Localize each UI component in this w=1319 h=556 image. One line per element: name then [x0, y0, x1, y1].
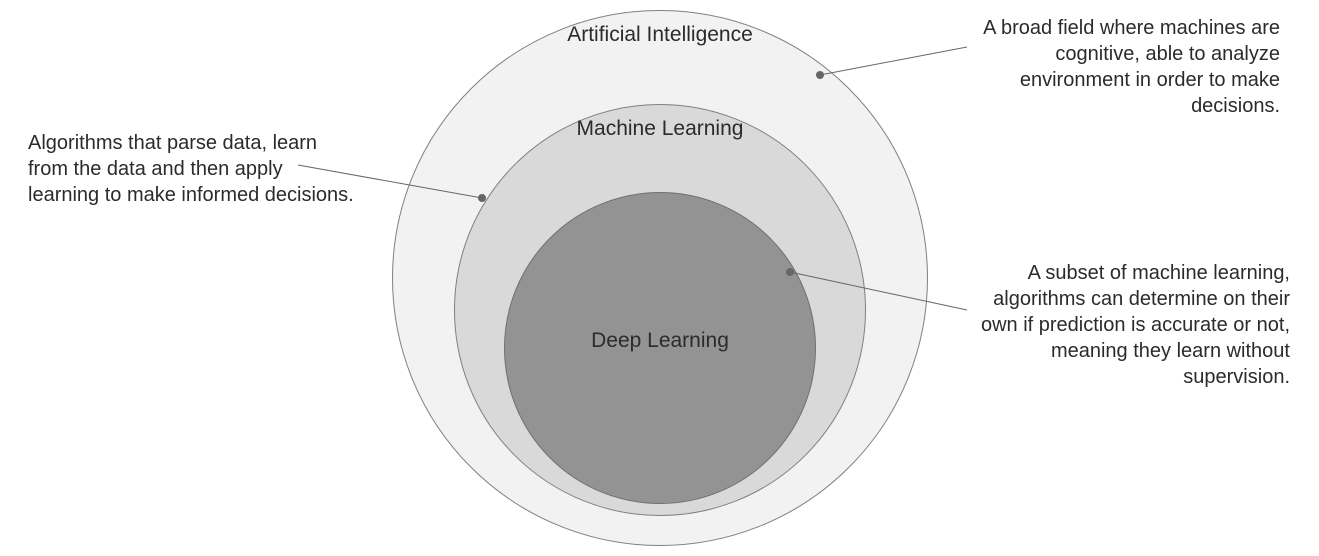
ai-label: Artificial Intelligence — [393, 23, 927, 47]
ml-description: Algorithms that parse data, learn from t… — [28, 130, 358, 208]
dl-circle: Deep Learning — [504, 192, 816, 504]
dl-description: A subset of machine learning, algorithms… — [970, 260, 1290, 390]
ai-description: A broad field where machines are cogniti… — [970, 15, 1280, 119]
ml-label: Machine Learning — [455, 117, 865, 141]
dl-label: Deep Learning — [505, 329, 815, 353]
diagram-stage: Artificial Intelligence Machine Learning… — [0, 0, 1319, 556]
